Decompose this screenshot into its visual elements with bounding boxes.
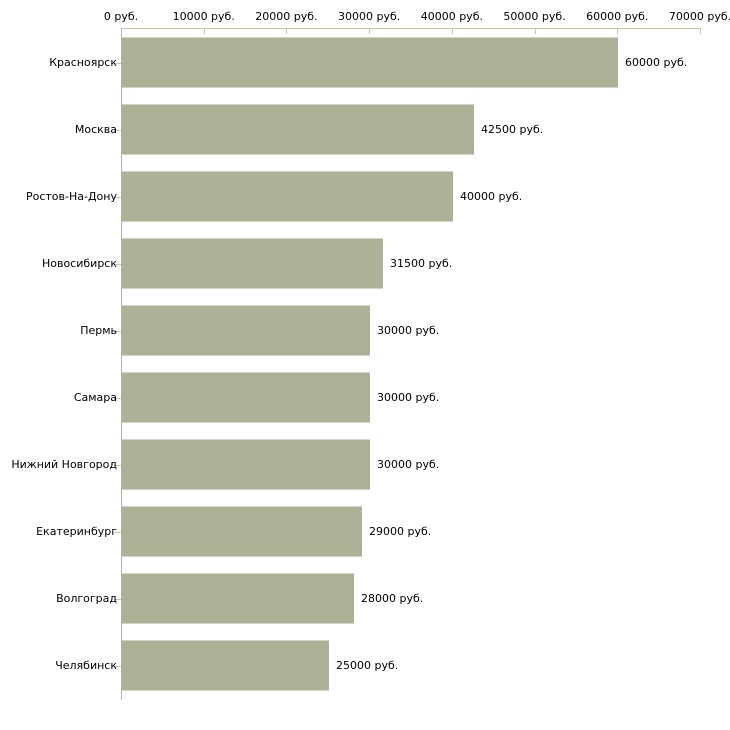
category-label: Екатеринбург: [36, 525, 117, 538]
x-axis-tick-mark: [617, 29, 618, 34]
x-axis-tick-mark: [286, 29, 287, 34]
category-tick-mark: [114, 599, 121, 600]
x-axis-tick-label: 60000 руб.: [586, 10, 649, 23]
x-axis-tick-label: 10000 руб.: [172, 10, 235, 23]
category-label: Москва: [74, 123, 117, 136]
bar-Екатеринбург: [122, 506, 362, 557]
x-axis-tick-mark: [369, 29, 370, 34]
category-tick-mark: [114, 130, 121, 131]
x-axis-line: [121, 28, 701, 29]
x-axis-tick-label: 0 руб.: [103, 10, 139, 23]
bar-Челябинск: [122, 640, 329, 691]
bar-Красноярск: [122, 37, 618, 88]
value-label: 28000 руб.: [361, 592, 424, 605]
category-label: Красноярск: [49, 56, 117, 69]
x-axis-tick-label: 20000 руб.: [255, 10, 318, 23]
category-tick-mark: [114, 331, 121, 332]
value-label: 30000 руб.: [377, 458, 440, 471]
x-axis-tick-mark: [535, 29, 536, 34]
bar-Самара: [122, 372, 370, 423]
x-axis-tick-mark: [204, 29, 205, 34]
x-axis-tick-mark: [700, 29, 701, 34]
value-label: 31500 руб.: [390, 257, 453, 270]
category-tick-mark: [114, 197, 121, 198]
value-label: 42500 руб.: [481, 123, 544, 136]
bar-Ростов-На-Дону: [122, 171, 453, 222]
x-axis-tick-label: 70000 руб.: [668, 10, 730, 23]
category-label: Самара: [73, 391, 117, 404]
value-label: 25000 руб.: [336, 659, 399, 672]
value-label: 40000 руб.: [460, 190, 523, 203]
category-label: Новосибирск: [41, 257, 117, 270]
category-label: Ростов-На-Дону: [25, 190, 117, 203]
bar-Москва: [122, 104, 474, 155]
category-tick-mark: [114, 63, 121, 64]
bar-Новосибирск: [122, 238, 383, 289]
x-axis-tick-label: 40000 руб.: [420, 10, 483, 23]
category-label: Челябинск: [55, 659, 117, 672]
value-label: 30000 руб.: [377, 391, 440, 404]
category-tick-mark: [114, 465, 121, 466]
x-axis-tick-mark: [452, 29, 453, 34]
bar-Волгоград: [122, 573, 354, 624]
bar-Пермь: [122, 305, 370, 356]
y-axis-line: [121, 28, 122, 700]
value-label: 29000 руб.: [369, 525, 432, 538]
bar-Нижний Новгород: [122, 439, 370, 490]
value-label: 60000 руб.: [625, 56, 688, 69]
category-tick-mark: [114, 532, 121, 533]
category-tick-mark: [114, 398, 121, 399]
x-axis-tick-label: 30000 руб.: [338, 10, 401, 23]
category-tick-mark: [114, 666, 121, 667]
category-label: Волгоград: [56, 592, 117, 605]
value-label: 30000 руб.: [377, 324, 440, 337]
category-label: Пермь: [80, 324, 117, 337]
x-axis-tick-label: 50000 руб.: [503, 10, 566, 23]
category-tick-mark: [114, 264, 121, 265]
category-label: Нижний Новгород: [11, 458, 117, 471]
